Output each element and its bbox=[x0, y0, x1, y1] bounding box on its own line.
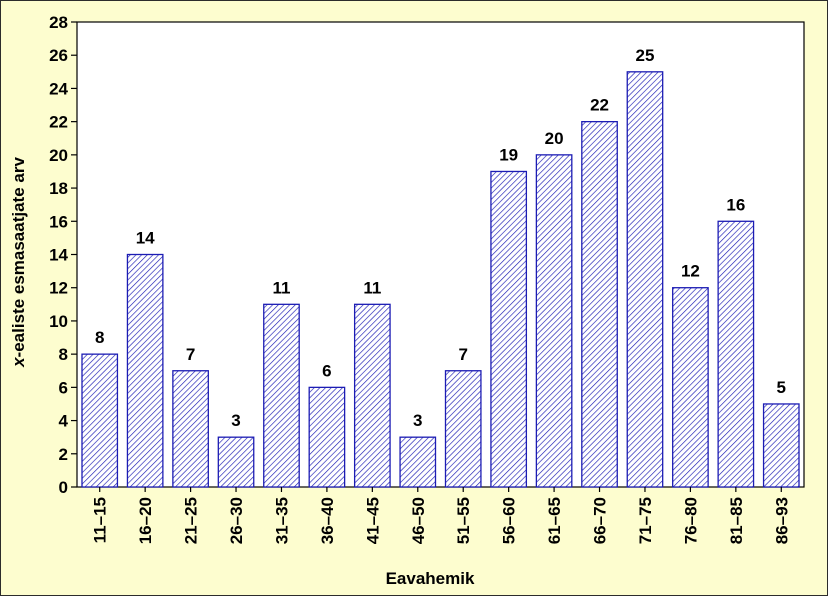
x-tick-label: 81–85 bbox=[727, 497, 746, 544]
y-axis-title-variable: x bbox=[9, 356, 28, 368]
x-tick-label: 71–75 bbox=[636, 497, 655, 544]
bar-value-label: 22 bbox=[590, 96, 609, 115]
bar-value-label: 7 bbox=[186, 345, 195, 364]
y-axis-title-rest: -ealiste esmasaatjate arv bbox=[9, 157, 28, 358]
bar-value-label: 25 bbox=[636, 46, 655, 65]
bar bbox=[490, 170, 528, 488]
bar-value-label: 5 bbox=[777, 378, 786, 397]
bar-value-label: 19 bbox=[499, 145, 518, 164]
x-tick-label: 51–55 bbox=[454, 497, 473, 544]
x-tick-label: 31–35 bbox=[272, 497, 291, 544]
bar-value-label: 16 bbox=[726, 195, 745, 214]
y-tick-label: 6 bbox=[59, 378, 68, 397]
y-tick-label: 28 bbox=[49, 13, 68, 32]
y-tick-label: 18 bbox=[49, 179, 68, 198]
bar bbox=[581, 120, 618, 488]
x-tick-label: 11–15 bbox=[91, 497, 110, 543]
x-axis: 11–15 16–20 21–25 26–30 31–35 36–40 41–45 46–50… bbox=[91, 487, 791, 544]
bar-value-label: 12 bbox=[681, 262, 700, 281]
y-tick-label: 12 bbox=[49, 279, 68, 298]
y-tick-label: 10 bbox=[49, 312, 68, 331]
bar-value-label: 3 bbox=[413, 411, 422, 430]
bar-value-label: 3 bbox=[231, 411, 240, 430]
y-axis-title: x-ealiste esmasaatjate arv bbox=[9, 157, 28, 368]
y-tick-label: 2 bbox=[59, 445, 68, 464]
bar bbox=[126, 253, 164, 488]
bar bbox=[172, 370, 209, 488]
bar-value-label: 7 bbox=[458, 345, 467, 364]
x-tick-label: 76–80 bbox=[681, 497, 700, 544]
x-axis-title: Eavahemik bbox=[386, 569, 475, 588]
x-tick-label: 61–65 bbox=[545, 497, 564, 544]
bar bbox=[308, 386, 346, 488]
y-tick-label: 24 bbox=[49, 79, 68, 98]
bar-value-label: 11 bbox=[363, 278, 381, 297]
bar bbox=[762, 403, 800, 488]
y-tick-label: 22 bbox=[49, 113, 68, 132]
bar-value-label: 11 bbox=[272, 278, 290, 297]
bar-value-label: 8 bbox=[95, 328, 104, 347]
bar bbox=[626, 71, 664, 488]
bar bbox=[353, 303, 391, 488]
y-tick-label: 14 bbox=[49, 246, 68, 265]
x-tick-label: 16–20 bbox=[136, 497, 155, 544]
x-tick-label: 21–25 bbox=[182, 497, 201, 544]
bar-value-label: 14 bbox=[136, 229, 155, 248]
bars-group: 8 14 7 3 11 6 11 3 7 19 20 22 25 12 16 5 bbox=[81, 46, 800, 488]
x-tick-label: 36–40 bbox=[318, 497, 337, 544]
bar bbox=[672, 287, 709, 488]
y-tick-label: 4 bbox=[59, 412, 69, 431]
bar bbox=[263, 303, 300, 488]
bar bbox=[217, 436, 255, 488]
y-tick-label: 0 bbox=[59, 478, 68, 497]
y-tick-label: 16 bbox=[49, 212, 68, 231]
x-tick-label: 56–60 bbox=[500, 497, 519, 544]
y-tick-label: 26 bbox=[49, 46, 68, 65]
x-tick-label: 46–50 bbox=[409, 497, 428, 544]
bar bbox=[717, 220, 755, 488]
y-tick-label: 20 bbox=[49, 146, 68, 165]
bar bbox=[399, 436, 437, 488]
x-tick-label: 26–30 bbox=[227, 497, 246, 544]
bar bbox=[444, 370, 482, 488]
x-tick-label: 86–93 bbox=[772, 497, 791, 544]
bar bbox=[535, 154, 573, 488]
x-tick-label: 66–70 bbox=[591, 497, 610, 544]
bar bbox=[81, 353, 119, 488]
x-tick-label: 41–45 bbox=[363, 497, 382, 544]
y-tick-label: 8 bbox=[59, 345, 68, 364]
bar-value-label: 20 bbox=[545, 129, 564, 148]
bar-value-label: 6 bbox=[322, 361, 331, 380]
